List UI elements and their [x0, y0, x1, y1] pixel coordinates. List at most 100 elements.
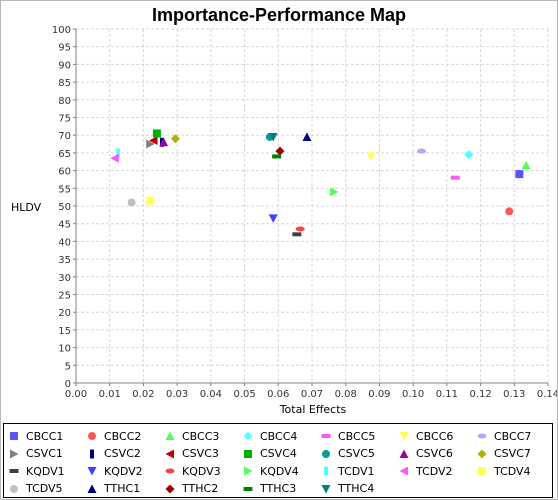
legend-label: TCDV1: [338, 464, 375, 478]
legend-label: TTHC2: [182, 482, 219, 495]
legend-item-kqdv1: KQDV1: [8, 461, 65, 481]
legend-item-csvc3: CSVC3: [164, 444, 219, 464]
legend-marker-tcdv1: [324, 466, 328, 476]
legend-item-csvc6: CSVC6: [398, 444, 453, 464]
legend-symbol: [165, 449, 174, 458]
legend-marker-csvc5: [322, 449, 330, 458]
legend-symbol: [477, 449, 487, 458]
data-point-cbcc3: [521, 160, 531, 170]
legend-label: CBCC6: [416, 429, 454, 443]
x-tick-label: 0.08: [335, 389, 357, 400]
legend-item-csvc5: CSVC5: [320, 444, 375, 464]
legend-label: CBCC1: [26, 429, 64, 443]
legend-item-kqdv2: KQDV2: [86, 461, 143, 481]
legend-item-cbcc2: CBCC2: [86, 426, 141, 446]
legend-symbol: [165, 484, 175, 493]
y-tick-label: 15: [58, 326, 71, 337]
legend-symbol: [321, 484, 331, 493]
legend-symbol: [165, 468, 175, 474]
legend-item-csvc2: CSVC2: [86, 444, 141, 464]
legend-marker-cbcc5: [321, 434, 331, 438]
x-tick-label: 0.10: [402, 389, 424, 400]
legend-label: TTHC3: [260, 482, 297, 495]
data-point-csvc3: [149, 136, 158, 146]
legend-item-tthc2: TTHC2: [164, 479, 218, 499]
data-point-kqdv1: [292, 232, 302, 237]
y-tick-label: 45: [58, 220, 71, 231]
legend-label: TTHC1: [104, 482, 141, 495]
scatter-chart: Importance-Performance Map 0 5 10 15 20 25 30 3…: [11, 5, 557, 416]
legend-label: CBCC5: [338, 429, 376, 443]
legend-marker-cbcc7: [477, 433, 487, 439]
legend-label: CSVC1: [26, 447, 63, 460]
y-tick-label: 70: [58, 131, 71, 142]
legend-marker-cbcc6: [399, 432, 409, 441]
legend-symbol: [9, 469, 19, 473]
y-tick-label: 100: [52, 25, 71, 36]
legend-item-tcdv4: TCDV4: [476, 461, 531, 481]
x-tick-label: 0.00: [65, 389, 87, 400]
data-point-cbcc4: [464, 150, 474, 160]
y-tick-label: 55: [58, 184, 71, 195]
legend-item-csvc1: CSVC1: [8, 444, 63, 464]
legend-item-tcdv1: TCDV1: [320, 461, 375, 481]
legend-symbol: [321, 434, 331, 438]
legend-symbol: [10, 432, 18, 440]
legend-label: CSVC5: [338, 447, 375, 460]
legend-item-tthc4: TTHC4: [320, 479, 374, 499]
legend-item-cbcc3: CBCC3: [164, 426, 219, 446]
data-point-csvc1: [146, 139, 155, 149]
data-point-tcdv1: [116, 148, 121, 158]
legend-marker-csvc1: [10, 449, 19, 458]
x-tick-label: 0.12: [469, 389, 491, 400]
legend-symbol: [243, 486, 253, 491]
x-tick-label: 0.11: [436, 389, 458, 400]
data-point-tthc4: [268, 132, 278, 142]
x-tick-label: 0.06: [267, 389, 289, 400]
data-point-kqdv4: [329, 187, 339, 197]
x-tick-label: 0.13: [503, 389, 525, 400]
data-point-csvc7: [170, 134, 180, 144]
legend-symbol: [244, 466, 253, 476]
legend-label: TTHC4: [338, 482, 375, 495]
legend-item-csvc7: CSVC7: [476, 444, 531, 464]
legend-symbol: [10, 449, 19, 458]
legend-marker-cbcc1: [10, 432, 18, 440]
x-tick-label: 0.07: [301, 389, 323, 400]
legend-item-cbcc4: CBCC4: [242, 426, 297, 446]
data-point-tcdv4: [146, 196, 155, 205]
axes: 0 5 10 15 20 25 30 35 40 45 50 55 60 65 70 75 80 85 90 95 10…: [52, 25, 557, 400]
y-tick-label: 25: [58, 291, 71, 302]
legend-symbol: [477, 433, 487, 439]
data-point-tcdv2: [110, 153, 119, 163]
legend-symbol: [90, 449, 94, 458]
legend-item-cbcc6: CBCC6: [398, 426, 453, 446]
legend-marker-tthc2: [165, 484, 175, 493]
legend-item-cbcc7: CBCC7: [476, 426, 531, 446]
legend-marker-tthc1: [87, 484, 97, 493]
legend-item-tthc1: TTHC1: [86, 479, 140, 499]
data-point-tthc3: [272, 154, 282, 159]
data-point-cbcc6: [366, 152, 376, 161]
legend: CBCC1 CBCC2 CBCC3 CBCC4 CBCC5 CBCC6 CBCC7 CSVC1…: [3, 423, 553, 498]
legend-symbol: [165, 431, 175, 440]
legend-symbol: [87, 467, 97, 476]
data-point-cbcc1: [515, 170, 524, 179]
y-tick-label: 65: [58, 149, 71, 160]
y-tick-label: 80: [58, 96, 71, 107]
legend-symbol: [399, 432, 409, 441]
y-tick-label: 0: [65, 379, 71, 390]
legend-label: TCDV5: [26, 482, 63, 495]
legend-marker-tcdv2: [399, 466, 408, 476]
y-axis-label: HLDV: [11, 201, 42, 214]
x-tick-label: 0.09: [368, 389, 390, 400]
y-tick-label: 60: [58, 167, 71, 178]
legend-marker-tthc4: [321, 484, 331, 493]
legend-marker-cbcc3: [165, 431, 175, 440]
legend-item-tthc3: TTHC3: [242, 479, 296, 499]
legend-item-kqdv3: KQDV3: [164, 461, 221, 481]
y-tick-label: 40: [58, 237, 71, 248]
legend-symbol: [324, 466, 328, 476]
legend-symbol: [88, 432, 96, 440]
